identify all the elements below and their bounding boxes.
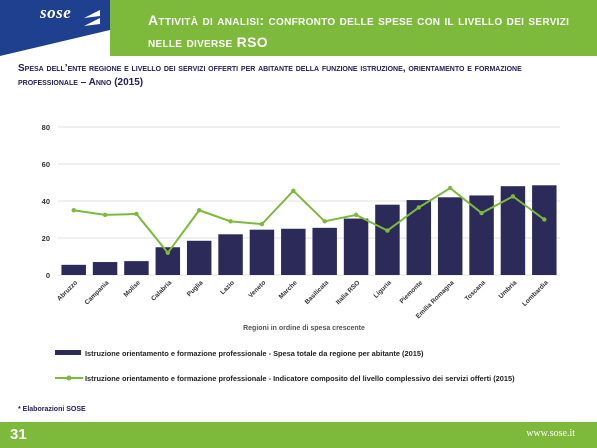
bar [186,240,212,275]
line-point [228,219,233,224]
x-tick-label: Calabria [150,279,173,302]
line-point [322,219,327,224]
chart-subtitle: Spesa dell’ente regione e livello dei se… [18,63,522,88]
bar [218,234,243,275]
y-tick-label: 20 [42,234,50,243]
line-point [479,210,484,216]
bar [281,228,306,275]
line-point [259,221,265,227]
legend-line-swatch [55,375,83,381]
x-tick-label: Liguria [373,279,394,300]
line-point [102,212,108,218]
x-tick-label: Abruzzo [56,279,79,302]
x-tick-label: Toscana [464,279,488,303]
footer-bar: 31 www.sose.it [0,422,597,448]
bar [532,185,557,275]
bar [92,262,118,275]
line-point [385,228,390,233]
bar [312,227,337,275]
source-note: * Elaborazioni SOSE [18,406,86,413]
line-point [165,250,171,255]
bar [124,261,149,275]
line-point [353,212,359,218]
legend-bar-label: Istruzione orientamento e formazione pro… [85,349,424,358]
line-point [510,194,516,199]
logo-shape-icon [0,0,110,56]
line-point [447,185,453,191]
logo-text: sose [40,3,72,22]
x-tick-label: Basilicata [304,279,331,306]
chart: 0 20 40 60 80 Abruzzo Campania Molise Calabria P… [42,123,560,332]
y-tick-label: 80 [42,123,50,132]
legend-line-label: Istruzione orientamento e formazione pro… [85,374,515,383]
bar [406,200,432,275]
line-point [416,205,422,210]
bar [249,229,275,275]
bar [375,204,400,275]
x-tick-label: Piemonte [399,279,425,305]
x-axis-title: Regioni in ordine di spesa crescente [243,325,365,332]
header-bar: sose Attività di analisi: confronto dell… [0,0,597,56]
x-tick-label: Puglia [186,279,205,298]
y-tick-label: 40 [42,197,50,206]
bar [61,264,86,275]
series-line [73,186,545,255]
page-number: 31 [10,426,27,443]
x-tick-label: Umbria [498,279,519,300]
x-tick-label: Marche [278,279,299,300]
bar [343,218,369,275]
x-tick-label: Campania [84,279,111,306]
line-point [71,208,76,213]
y-tick-label: 0 [46,271,50,280]
logo-area: sose [0,0,110,56]
legend-bar-swatch [55,350,81,355]
x-tick-label: Veneto [247,279,267,299]
line-point [291,188,296,194]
x-tick-label: Italia RSO [335,279,362,306]
page-title: Attività di analisi: confronto delle spe… [148,12,570,50]
x-tick-label: Lazio [219,279,236,296]
y-tick-label: 60 [42,160,50,169]
x-tick-label: Molise [123,279,143,299]
line-point [542,217,547,222]
line-point [196,208,202,213]
bar [437,197,463,275]
line-point [134,211,139,217]
website-link[interactable]: www.sose.it [526,428,575,439]
bar [500,186,526,275]
x-tick-label: Lombardia [521,279,550,308]
